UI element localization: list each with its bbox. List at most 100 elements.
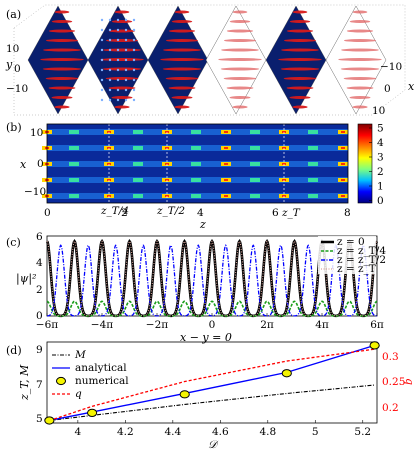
heatmap-hotspot [133,146,143,150]
panel-b-y-tick: 10 [30,127,43,139]
beam-stripe [111,20,133,23]
panel-c: (c) |ψ|² 6 4 2 0 −6π −4π −2π 0 2π 4π 6π x − y … [6,231,386,344]
panel-a-x-label: x [408,80,415,93]
heatmap-hotspot [308,162,318,166]
colorbar-tick-label: 4 [377,137,384,149]
beam-stripe [54,105,70,109]
lattice-dot [116,68,120,72]
legend-M: M [74,349,86,361]
beam-stripe [292,105,308,109]
beam-stripe [165,39,199,42]
beam-stripe [352,10,368,14]
heatmap-hotspot [69,146,79,150]
beam-stripe [51,20,73,23]
heatmap-hotspot [191,146,201,150]
panel-c-y-tick: 2 [36,284,43,296]
panel-a-y-label: y [5,58,13,71]
heatmap-peak [224,131,228,133]
panel-d: (d) z_T, M 9 7 5 0.3 0.25 0.2 q 4 4.2 4.4 4… [6,341,416,451]
x-tick-label: −2π [146,319,168,331]
legend-zT: z = z_T [337,263,376,275]
beam-stripe [283,77,317,80]
beam-stripe [165,77,199,80]
lattice-dot [108,98,112,102]
lattice-dot [132,98,136,102]
panel-a: (a) y 10 0 −10 x −10 0 10 [5,4,415,117]
beam-stripe [100,58,144,61]
beam-stripe [340,67,380,71]
heatmap-hotspot [133,194,143,198]
series-M [49,384,375,422]
heatmap-peak [341,195,345,197]
x-tick-label: 4 [75,426,82,438]
numerical-marker [369,341,380,350]
beam-stripe [232,105,248,109]
beam-stripe [105,39,139,42]
beam-stripe [114,105,130,109]
panel-b-x-tick: 8 [344,207,351,219]
beam-stripe [171,20,193,23]
beam-stripe [103,48,141,52]
panel-b-label: (b) [6,121,22,134]
slice-2 [87,5,149,115]
beam-stripe [218,58,262,61]
numerical-marker [44,416,55,425]
panel-b-x-tick: 2 [121,207,128,219]
beam-stripe [220,67,260,71]
x-tick-label: 5 [312,426,319,438]
panel-d-y-tick: 7 [36,379,43,391]
panel-b-x-tick: 0 [44,207,51,219]
heatmap-peak [224,163,228,165]
zT-mark-label: z_T [281,207,301,219]
heatmap-hotspot [250,178,260,182]
lattice-dot [108,28,112,32]
lattice-dot [132,18,136,22]
heatmap-hotspot [69,178,79,182]
panel-a-x-tick: 10 [372,105,385,117]
panel-c-y-tick: 6 [36,231,43,243]
lattice-dot [108,68,112,72]
numerical-marker [281,369,292,378]
panel-a-label: (a) [6,8,21,21]
lattice-dot [124,38,128,42]
heatmap-hotspot [69,162,79,166]
beam-stripe [54,10,70,14]
beam-stripe [48,86,76,90]
beam-stripe [346,29,374,33]
beam-stripe [43,48,81,52]
lattice-dot [124,18,128,22]
lattice-dot [132,88,136,92]
panel-b-x-tick: 6 [272,207,279,219]
beam-stripe [102,67,142,71]
slice-1 [27,5,89,115]
heatmap-hotspot [191,194,201,198]
panel-c-y-tick: 4 [36,257,43,269]
heatmap-peak [341,131,345,133]
beam-stripe [338,58,382,61]
panel-c-label: (c) [6,236,21,249]
lattice-dot [132,38,136,42]
beam-stripe [108,86,136,90]
legend-z0: z = 0 [337,236,365,248]
lattice-dot [108,58,112,62]
panel-a-y-tick: 0 [14,63,21,75]
beam-stripe [223,77,257,80]
panel-d-curves [44,341,380,425]
beam-stripe [114,10,130,14]
panel-d-y-tick: 9 [36,344,43,356]
lattice-dot [108,48,112,52]
beam-stripe [286,29,314,33]
lattice-dot [124,28,128,32]
heatmap-hotspot [250,130,260,134]
lattice-dot [116,88,120,92]
panel-d-x-label: 𝒟 [208,438,219,451]
panel-d-legend: M analytical numerical q [52,349,129,400]
heatmap-hotspot [133,130,143,134]
beam-stripe [349,20,371,23]
beam-stripe [162,67,202,71]
beam-stripe [289,96,311,99]
beam-stripe [283,39,317,42]
beam-stripe [229,20,251,23]
lattice-dot [116,98,120,102]
